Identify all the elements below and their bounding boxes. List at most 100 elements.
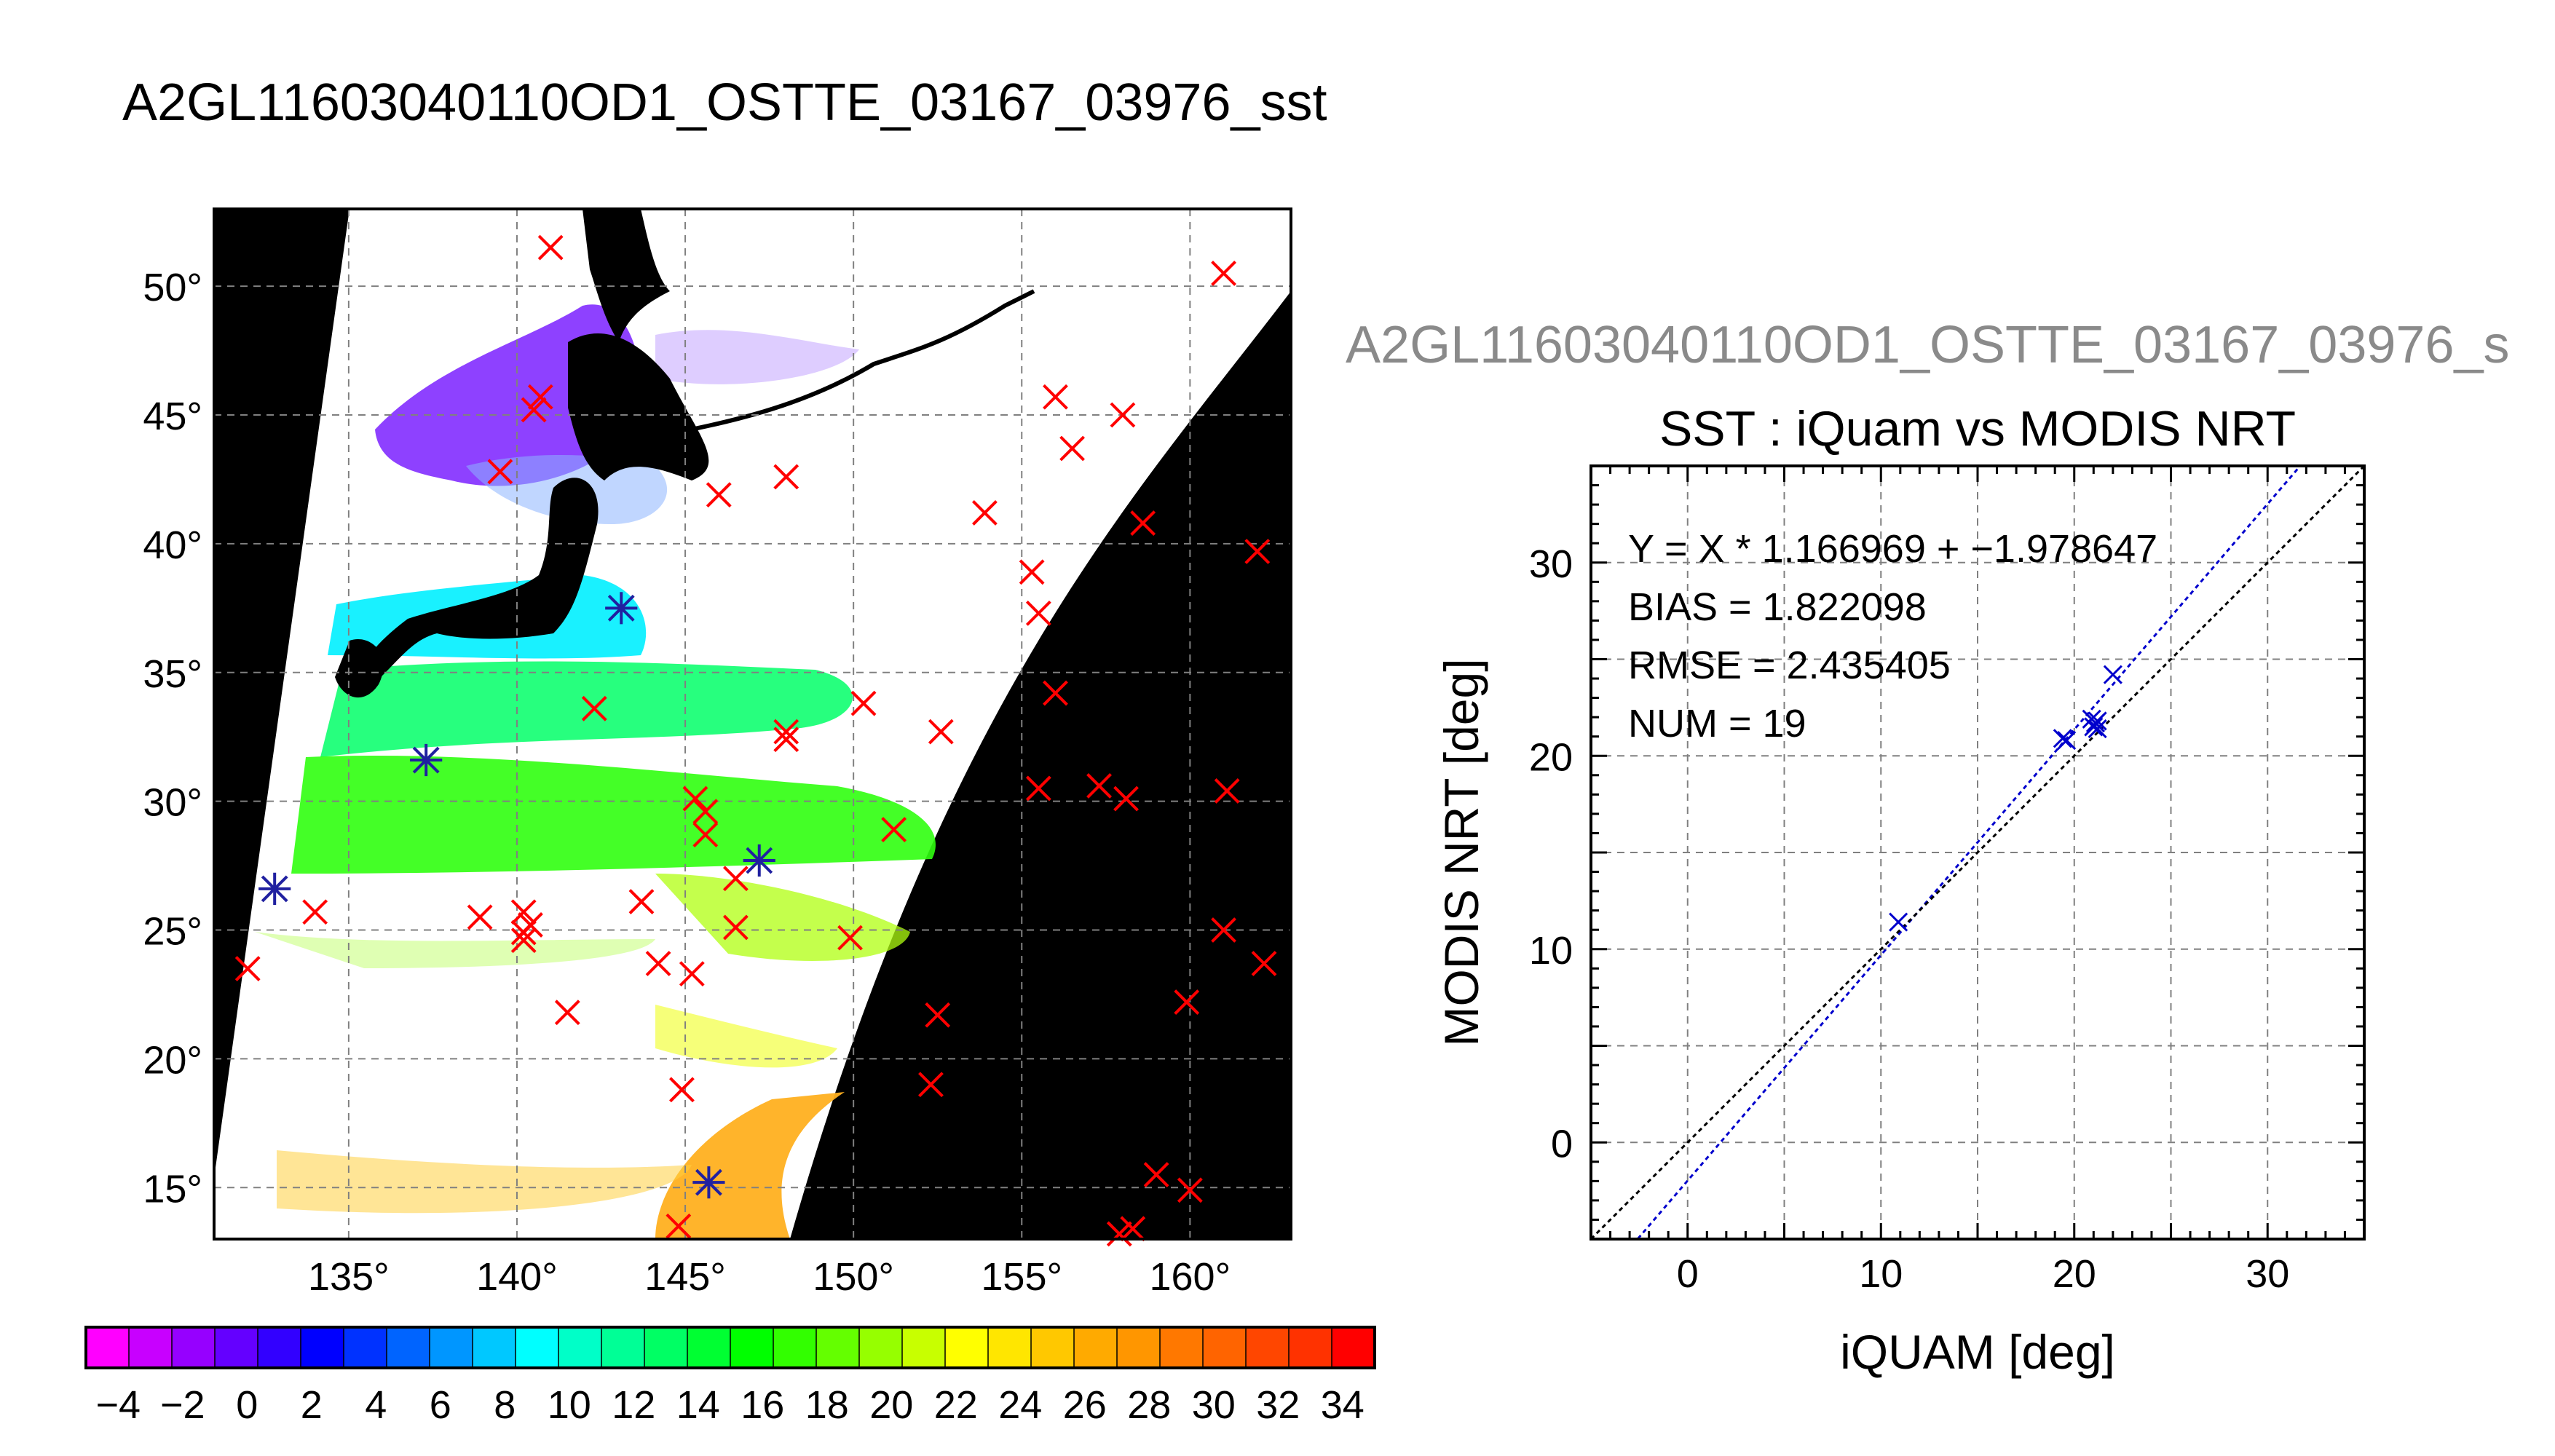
scatter-point [2053,729,2072,748]
map-longitude-labels: 135° 140° 145° 150° 155° 160° [308,1255,1231,1299]
sst-map-panel: 135° 140° 145° 150° 155° 160° 50° 45° 40° 35° 30°… [143,207,1292,1299]
colorbar-tick-label: 30 [1192,1383,1236,1427]
map-match-x-marker [669,1077,695,1103]
rmse-label: RMSE = 2.435405 [1628,644,1951,687]
colorbar-cell [516,1327,559,1368]
map-match-x-marker [1130,510,1156,536]
fit-equation: Y = X * 1.166969 + −1.978647 [1628,527,2157,571]
colorbar-tick-label: 8 [494,1383,516,1427]
scatter-y-tick-labels: 0 10 20 30 [1529,542,1573,1166]
colorbar-tick-label: 4 [365,1383,387,1427]
land-hokkaido [568,333,709,480]
scatter-y-tick-label: 10 [1529,929,1573,973]
map-match-x-marker [1086,772,1112,799]
colorbar-tick-label: 10 [548,1383,591,1427]
colorbar-tick-label: 18 [805,1383,849,1427]
scatter-point [2103,665,2122,684]
map-match-x-marker [837,925,863,951]
colorbar-cells [86,1327,1375,1368]
map-lon-tick-label: 145° [644,1255,726,1299]
colorbar-tick-label: 2 [301,1383,323,1427]
map-match-star-marker [258,872,291,905]
colorbar-cell [859,1327,903,1368]
sst-colorbar: −4 −2 0 2 4 6 8 10 12 14 16 18 20 22 24 26 28 30 32 34 [84,1326,1376,1427]
map-match-x-marker [666,1213,692,1239]
colorbar-tick-label: 26 [1063,1383,1107,1427]
map-match-x-marker [881,817,907,842]
land-honshu [360,478,599,692]
map-match-x-marker [1043,384,1068,410]
map-lon-tick-label: 140° [476,1255,558,1299]
scatter-reference-line [1591,466,2364,1239]
colorbar-cell [988,1327,1032,1368]
map-match-x-marker [527,384,553,410]
colorbar-cell [258,1327,301,1368]
map-match-x-marker [521,397,547,423]
map-lon-tick-label: 150° [813,1255,894,1299]
map-match-x-marker [918,1072,944,1098]
map-match-x-marker [722,914,749,941]
colorbar-tick-label: 14 [676,1383,720,1427]
colorbar-cell [301,1327,344,1368]
map-match-x-marker [581,695,607,721]
colorbar-tick-label: 34 [1321,1383,1365,1427]
map-lat-tick-label: 25° [143,910,202,954]
map-match-x-marker [1177,1177,1203,1203]
sst-patch-green [291,756,936,874]
map-match-x-marker [682,786,708,812]
map-lon-tick-label: 135° [308,1255,390,1299]
colorbar-tick-label: 6 [430,1383,451,1427]
map-match-x-marker [706,482,732,508]
colorbar-cell [601,1327,645,1368]
map-match-x-marker [925,1002,951,1028]
colorbar-labels: −4 −2 0 2 4 6 8 10 12 14 16 18 20 22 24 26 28 30 32 34 [95,1383,1364,1427]
map-match-x-marker [971,500,998,526]
colorbar-cell [387,1327,430,1368]
colorbar-cell [473,1327,516,1368]
scatter-y-tick-label: 30 [1529,542,1573,586]
colorbar-cell [558,1327,602,1368]
page-title: A2GL11603040110OD1_OSTTE_03167_03976_sst [122,74,1327,132]
colorbar-cell [430,1327,473,1368]
colorbar-cell [1117,1327,1161,1368]
scatter-x-tick-label: 30 [2246,1252,2289,1296]
scatter-y-tick-label: 0 [1551,1122,1573,1166]
scatter-x-tick-label: 10 [1859,1252,1903,1296]
scatter-title: SST : iQuam vs MODIS NRT [1659,401,2296,456]
colorbar-tick-label: 32 [1256,1383,1300,1427]
map-match-x-marker [1043,680,1068,706]
map-match-x-marker [510,927,537,954]
land-kuril-islands [655,289,1035,439]
map-match-x-marker [1244,539,1271,564]
map-match-x-marker [510,919,537,946]
map-match-x-marker [467,904,493,930]
map-lat-tick-label: 15° [143,1167,202,1211]
map-match-x-marker [1120,1216,1146,1242]
colorbar-tick-label: 24 [998,1383,1042,1427]
map-latitude-labels: 50° 45° 40° 35° 30° 25° 20° 15° [143,266,202,1211]
scatter-point [2088,719,2107,739]
land-kyushu [335,639,384,698]
scatter-panel: A2GL11603040110OD1_OSTTE_03167_03976_s S… [1346,316,2510,1379]
map-match-x-marker [1211,917,1236,943]
scatter-points [1889,665,2122,932]
map-match-star-marker [410,743,443,777]
map-match-x-marker [722,866,749,892]
map-match-x-marker [1106,1221,1132,1247]
map-match-x-marker [1113,786,1139,812]
map-match-x-marker [1214,778,1240,804]
map-match-x-marker [1059,435,1085,462]
colorbar-cell [172,1327,216,1368]
colorbar-cell [773,1327,817,1368]
scatter-fit-lines [1591,466,2364,1239]
map-match-x-marker [537,234,564,261]
map-frame [213,207,1292,1241]
scatter-y-axis-label: MODIS NRT [deg] [1434,658,1488,1046]
map-match-x-marker [773,727,799,753]
map-lon-tick-label: 155° [981,1255,1062,1299]
scatter-point [2088,711,2107,731]
colorbar-tick-label: 16 [741,1383,784,1427]
colorbar-cell [644,1327,688,1368]
colorbar-cell [86,1327,130,1368]
